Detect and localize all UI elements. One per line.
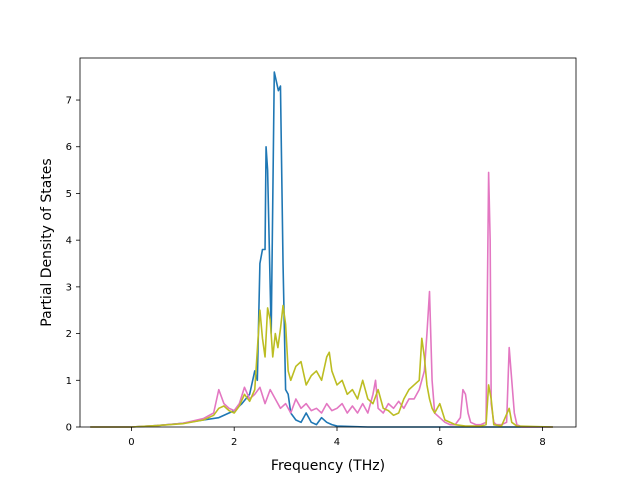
y-tick-label: 5 — [66, 189, 72, 200]
y-axis: 0 1 2 3 4 5 6 7 — [66, 96, 80, 434]
y-tick-label: 0 — [66, 423, 72, 434]
y-tick-label: 1 — [66, 376, 72, 387]
x-tick-label: 0 — [128, 437, 134, 448]
y-tick-label: 6 — [66, 142, 72, 153]
x-axis: 0 2 4 6 8 — [128, 427, 546, 448]
x-tick-label: 8 — [539, 437, 545, 448]
series-line-1 — [90, 71, 553, 428]
y-tick-label: 7 — [66, 96, 72, 107]
plot-frame — [79, 57, 577, 428]
y-tick-label: 3 — [66, 282, 72, 293]
series-line-3 — [90, 304, 553, 428]
y-tick-label: 2 — [66, 329, 72, 340]
y-axis-title: Partial Density of States — [39, 158, 55, 326]
x-axis-title: Frequency (THz) — [271, 458, 385, 474]
series-group — [90, 71, 553, 428]
x-tick-label: 6 — [437, 437, 443, 448]
x-tick-label: 4 — [334, 437, 340, 448]
series-line-2 — [90, 171, 553, 428]
x-tick-label: 2 — [231, 437, 237, 448]
y-tick-label: 4 — [66, 236, 72, 247]
